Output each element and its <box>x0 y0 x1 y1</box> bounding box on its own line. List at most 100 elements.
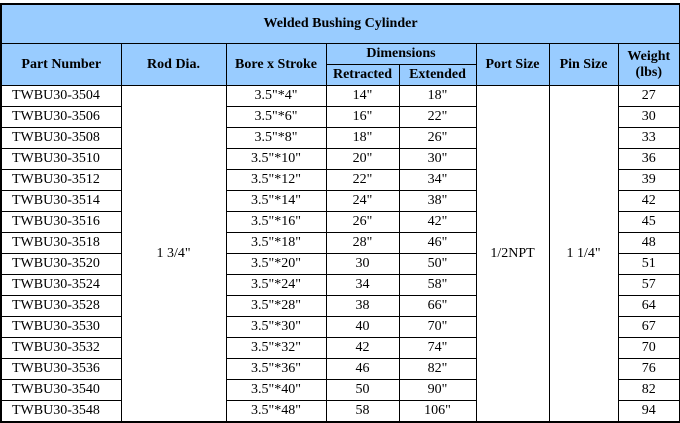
cell-weight: 30 <box>617 106 680 128</box>
table-row: TWBU30-3512 3.5"*12" 22" 34" 39 <box>0 169 680 191</box>
cell-retracted: 40 <box>325 316 400 338</box>
header-weight: Weight (lbs) <box>617 43 680 86</box>
cell-weight: 64 <box>617 295 680 317</box>
cell-extended: 66" <box>398 295 477 317</box>
cell-bore-stroke: 3.5"*16" <box>225 211 327 233</box>
cell-retracted: 16" <box>325 106 400 128</box>
cell-part-number: TWBU30-3504 <box>0 85 122 107</box>
header-port-size: Port Size <box>475 43 550 86</box>
cell-part-number: TWBU30-3528 <box>0 295 122 317</box>
cell-extended: 106" <box>398 400 477 423</box>
cell-part-number: TWBU30-3520 <box>0 253 122 275</box>
cylinder-spec-table: Welded Bushing Cylinder Part Number Rod … <box>0 3 680 423</box>
cell-weight: 33 <box>617 127 680 149</box>
cell-extended: 58" <box>398 274 477 296</box>
cell-weight: 70 <box>617 337 680 359</box>
cell-retracted: 22" <box>325 169 400 191</box>
cell-part-number: TWBU30-3536 <box>0 358 122 380</box>
cell-extended: 90" <box>398 379 477 401</box>
cell-extended: 46" <box>398 232 477 254</box>
cell-part-number: TWBU30-3510 <box>0 148 122 170</box>
table-row: TWBU30-3528 3.5"*28" 38 66" 64 <box>0 295 680 317</box>
header-bore-stroke: Bore x Stroke <box>225 43 327 86</box>
cell-extended: 34" <box>398 169 477 191</box>
header-pin-size: Pin Size <box>548 43 619 86</box>
cell-part-number: TWBU30-3512 <box>0 169 122 191</box>
cell-retracted: 50 <box>325 379 400 401</box>
cell-retracted: 46 <box>325 358 400 380</box>
cell-part-number: TWBU30-3506 <box>0 106 122 128</box>
cell-retracted: 34 <box>325 274 400 296</box>
cell-retracted: 42 <box>325 337 400 359</box>
cell-extended: 38" <box>398 190 477 212</box>
cell-weight: 48 <box>617 232 680 254</box>
header-weight-label: Weight <box>627 48 671 64</box>
cell-extended: 30" <box>398 148 477 170</box>
cell-extended: 26" <box>398 127 477 149</box>
cell-rod-dia: 1 3/4" <box>120 85 227 423</box>
cell-part-number: TWBU30-3516 <box>0 211 122 233</box>
header-part-number: Part Number <box>0 43 122 86</box>
cell-bore-stroke: 3.5"*6" <box>225 106 327 128</box>
cell-part-number: TWBU30-3518 <box>0 232 122 254</box>
cell-bore-stroke: 3.5"*30" <box>225 316 327 338</box>
header-rod-dia: Rod Dia. <box>120 43 227 86</box>
cell-retracted: 30 <box>325 253 400 275</box>
spreadsheet-table-container: Welded Bushing Cylinder Part Number Rod … <box>0 3 680 423</box>
cell-bore-stroke: 3.5"*4" <box>225 85 327 107</box>
cell-weight: 76 <box>617 358 680 380</box>
header-weight-unit: (lbs) <box>635 64 662 80</box>
cell-bore-stroke: 3.5"*8" <box>225 127 327 149</box>
table-row: TWBU30-3514 3.5"*14" 24" 38" 42 <box>0 190 680 212</box>
cell-part-number: TWBU30-3530 <box>0 316 122 338</box>
cell-port-size: 1/2NPT <box>475 85 550 423</box>
cell-retracted: 24" <box>325 190 400 212</box>
cell-extended: 74" <box>398 337 477 359</box>
header-dimensions: Dimensions <box>325 43 477 65</box>
table-row: TWBU30-3510 3.5"*10" 20" 30" 36 <box>0 148 680 170</box>
cell-bore-stroke: 3.5"*18" <box>225 232 327 254</box>
cell-weight: 42 <box>617 190 680 212</box>
cell-weight: 45 <box>617 211 680 233</box>
cell-part-number: TWBU30-3524 <box>0 274 122 296</box>
cell-weight: 57 <box>617 274 680 296</box>
cell-bore-stroke: 3.5"*24" <box>225 274 327 296</box>
cell-weight: 82 <box>617 379 680 401</box>
cell-extended: 22" <box>398 106 477 128</box>
cell-part-number: TWBU30-3514 <box>0 190 122 212</box>
cell-part-number: TWBU30-3540 <box>0 379 122 401</box>
cell-retracted: 14" <box>325 85 400 107</box>
cell-weight: 36 <box>617 148 680 170</box>
header-retracted: Retracted <box>325 64 400 86</box>
cell-bore-stroke: 3.5"*36" <box>225 358 327 380</box>
table-row: TWBU30-3504 1 3/4" 3.5"*4" 14" 18" 1/2NPT 1 1/… <box>0 85 680 423</box>
cell-weight: 39 <box>617 169 680 191</box>
cell-weight: 94 <box>617 400 680 423</box>
cell-retracted: 28" <box>325 232 400 254</box>
cell-extended: 70" <box>398 316 477 338</box>
cell-bore-stroke: 3.5"*20" <box>225 253 327 275</box>
cell-part-number: TWBU30-3508 <box>0 127 122 149</box>
table-title: Welded Bushing Cylinder <box>0 3 680 44</box>
table-row: TWBU30-3506 3.5"*6" 16" 22" 30 <box>0 106 680 128</box>
cell-weight: 51 <box>617 253 680 275</box>
cell-bore-stroke: 3.5"*32" <box>225 337 327 359</box>
cell-part-number: TWBU30-3548 <box>0 400 122 423</box>
cell-bore-stroke: 3.5"*12" <box>225 169 327 191</box>
header-extended: Extended <box>398 64 477 86</box>
cell-retracted: 38 <box>325 295 400 317</box>
table-row: TWBU30-3540 3.5"*40" 50 90" 82 <box>0 379 680 401</box>
cell-bore-stroke: 3.5"*28" <box>225 295 327 317</box>
cell-part-number: TWBU30-3532 <box>0 337 122 359</box>
cell-bore-stroke: 3.5"*14" <box>225 190 327 212</box>
cell-bore-stroke: 3.5"*10" <box>225 148 327 170</box>
table-row: TWBU30-3520 3.5"*20" 30 50" 51 <box>0 253 680 275</box>
cell-extended: 42" <box>398 211 477 233</box>
table-row: TWBU30-3532 3.5"*32" 42 74" 70 <box>0 337 680 359</box>
cell-retracted: 18" <box>325 127 400 149</box>
cell-pin-size: 1 1/4" <box>548 85 619 423</box>
cell-retracted: 20" <box>325 148 400 170</box>
cell-retracted: 58 <box>325 400 400 423</box>
cell-bore-stroke: 3.5"*48" <box>225 400 327 423</box>
table-row: TWBU30-3548 3.5"*48" 58 106" 94 <box>0 400 680 423</box>
